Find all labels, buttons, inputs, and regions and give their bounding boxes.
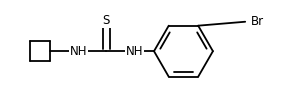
Text: Br: Br xyxy=(251,15,264,28)
Text: NH: NH xyxy=(126,45,143,58)
Text: S: S xyxy=(103,14,110,27)
Text: NH: NH xyxy=(70,45,87,58)
